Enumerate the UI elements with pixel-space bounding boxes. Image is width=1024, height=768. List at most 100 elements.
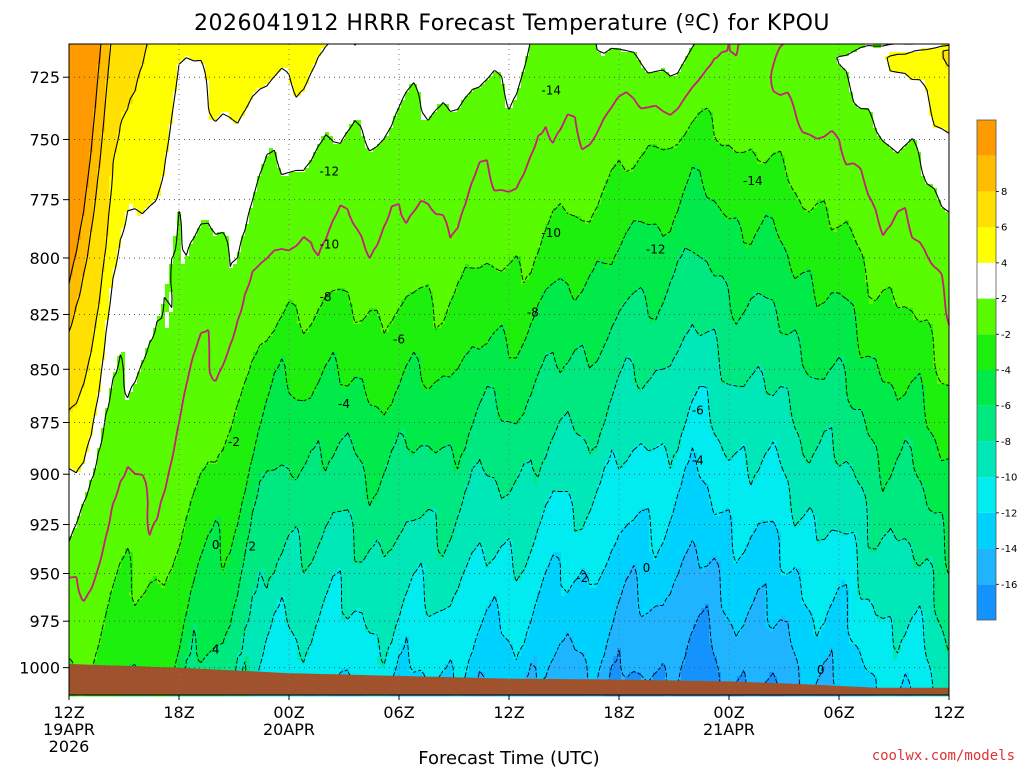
temperature-cell — [105, 208, 110, 213]
temperature-cell — [89, 452, 94, 457]
temperature-cell — [69, 204, 74, 209]
temperature-cell — [149, 164, 154, 169]
temperature-cell — [161, 464, 166, 469]
temperature-cell — [181, 300, 186, 305]
temperature-cell — [105, 92, 110, 97]
temperature-cell — [185, 140, 190, 145]
temperature-cell — [161, 200, 166, 205]
temperature-cell — [185, 584, 190, 589]
temperature-cell — [117, 260, 122, 265]
temperature-cell — [185, 224, 190, 229]
temperature-cell — [177, 140, 182, 145]
temperature-cell — [185, 216, 190, 221]
temperature-cell — [89, 320, 94, 325]
temperature-cell — [189, 104, 194, 109]
temperature-cell — [97, 200, 102, 205]
temperature-cell — [185, 440, 190, 445]
temperature-cell — [161, 388, 166, 393]
temperature-cell — [121, 392, 126, 397]
temperature-cell — [141, 312, 146, 317]
temperature-cell — [101, 408, 106, 413]
temperature-cell — [77, 632, 82, 637]
temperature-cell — [89, 416, 94, 421]
temperature-cell — [113, 544, 118, 549]
temperature-cell — [153, 188, 158, 193]
temperature-cell — [177, 184, 182, 189]
temperature-cell — [97, 428, 102, 433]
temperature-cell — [181, 56, 186, 61]
temperature-cell — [161, 600, 166, 605]
temperature-cell — [165, 104, 170, 109]
temperature-cell — [177, 636, 182, 641]
temperature-cell — [169, 632, 174, 637]
temperature-cell — [133, 112, 138, 117]
temperature-cell — [149, 492, 154, 497]
temperature-cell — [177, 76, 182, 81]
temperature-cell — [129, 100, 134, 105]
temperature-cell — [145, 184, 150, 189]
temperature-cell — [121, 584, 126, 589]
temperature-cell — [173, 604, 178, 609]
temperature-cell — [85, 192, 90, 197]
temperature-cell — [145, 432, 150, 437]
temperature-cell — [85, 96, 90, 101]
temperature-cell — [141, 272, 146, 277]
temperature-cell — [105, 196, 110, 201]
temperature-cell — [169, 556, 174, 561]
temperature-cell — [85, 140, 90, 145]
temperature-cell — [105, 164, 110, 169]
temperature-cell — [125, 360, 130, 365]
temperature-cell — [165, 180, 170, 185]
temperature-cell — [113, 356, 118, 361]
temperature-cell — [165, 548, 170, 553]
temperature-cell — [97, 236, 102, 241]
temperature-cell — [145, 264, 150, 269]
temperature-cell — [181, 608, 186, 613]
temperature-cell — [97, 88, 102, 93]
temperature-cell — [145, 628, 150, 633]
temperature-cell — [169, 480, 174, 485]
temperature-cell — [137, 660, 142, 665]
temperature-cell — [153, 340, 158, 345]
temperature-cell — [113, 324, 118, 329]
temperature-cell — [173, 156, 178, 161]
temperature-cell — [149, 112, 154, 117]
temperature-cell — [133, 168, 138, 173]
temperature-cell — [81, 560, 86, 565]
temperature-cell — [185, 484, 190, 489]
temperature-cell — [113, 472, 118, 477]
temperature-cell — [169, 72, 174, 77]
temperature-cell — [73, 212, 78, 217]
temperature-cell — [77, 556, 82, 561]
temperature-cell — [129, 416, 134, 421]
temperature-cell — [165, 504, 170, 509]
temperature-cell — [153, 284, 158, 289]
temperature-cell — [189, 96, 194, 101]
temperature-cell — [93, 356, 98, 361]
temperature-cell — [153, 600, 158, 605]
temperature-cell — [177, 444, 182, 449]
temperature-cell — [129, 380, 134, 385]
temperature-cell — [69, 216, 74, 221]
temperature-cell — [137, 592, 142, 597]
temperature-cell — [141, 376, 146, 381]
temperature-cell — [81, 448, 86, 453]
temperature-cell — [109, 352, 114, 357]
temperature-cell — [101, 412, 106, 417]
temperature-cell — [69, 240, 74, 245]
temperature-cell — [169, 376, 174, 381]
temperature-cell — [181, 480, 186, 485]
temperature-cell — [185, 408, 190, 413]
temperature-cell — [145, 52, 150, 57]
temperature-cell — [97, 528, 102, 533]
temperature-cell — [149, 408, 154, 413]
temperature-cell — [109, 616, 114, 621]
temperature-cell — [93, 124, 98, 129]
temperature-cell — [181, 420, 186, 425]
temperature-cell — [153, 352, 158, 357]
temperature-cell — [149, 124, 154, 129]
temperature-cell — [101, 204, 106, 209]
temperature-cell — [121, 252, 126, 257]
temperature-cell — [81, 48, 86, 53]
temperature-cell — [165, 224, 170, 229]
